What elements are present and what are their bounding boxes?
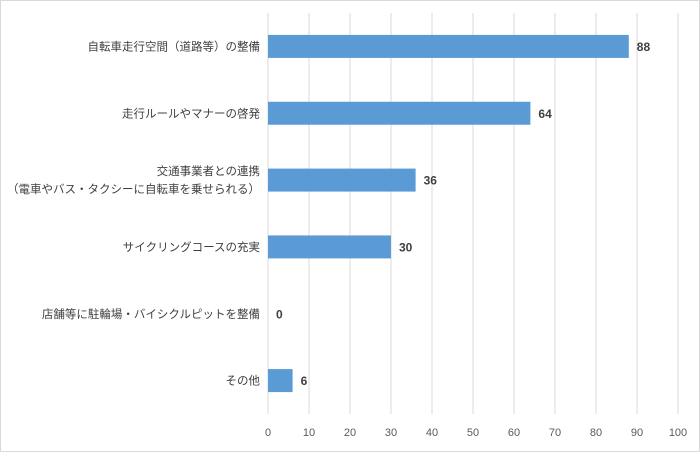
x-tick-label: 100 xyxy=(669,427,687,439)
x-tick-label: 20 xyxy=(344,427,356,439)
x-tick-label: 60 xyxy=(508,427,520,439)
bar xyxy=(268,369,293,393)
x-tick-label: 80 xyxy=(590,427,602,439)
data-label: 88 xyxy=(637,40,651,54)
data-label: 36 xyxy=(424,174,438,188)
bar xyxy=(268,168,416,192)
data-label: 0 xyxy=(276,307,283,321)
gridlines xyxy=(267,13,679,414)
x-tick-label: 50 xyxy=(467,427,479,439)
category-label: 店舗等に駐輪場・バイシクルピットを整備 xyxy=(42,307,260,321)
bar xyxy=(268,235,391,259)
labels: 0 10 20 30 40 50 60 70 80 90 10088自転車走行空間（道路等）の整備6… xyxy=(7,39,687,439)
x-tick-label: 40 xyxy=(426,427,438,439)
bar xyxy=(268,101,531,125)
x-tick-label: 70 xyxy=(549,427,561,439)
category-label: サイクリングコースの充実 xyxy=(123,240,260,254)
category-label: その他 xyxy=(226,374,261,388)
category-label: 走行ルールやマナーの啓発 xyxy=(122,106,260,120)
bars xyxy=(268,34,629,393)
x-tick-label: 10 xyxy=(303,427,315,439)
data-label: 6 xyxy=(301,374,308,388)
x-tick-label: 90 xyxy=(631,427,643,439)
bar xyxy=(268,34,629,58)
x-tick-label: 0 xyxy=(265,427,271,439)
category-label: 交通事業者との連携 xyxy=(157,164,260,178)
x-tick-label: 30 xyxy=(385,427,397,439)
category-label: 自転車走行空間（道路等）の整備 xyxy=(88,39,261,53)
data-label: 64 xyxy=(538,107,552,121)
category-label: （電車やバス・タクシーに自転車を乗せられる） xyxy=(7,182,260,196)
data-label: 30 xyxy=(399,240,413,254)
